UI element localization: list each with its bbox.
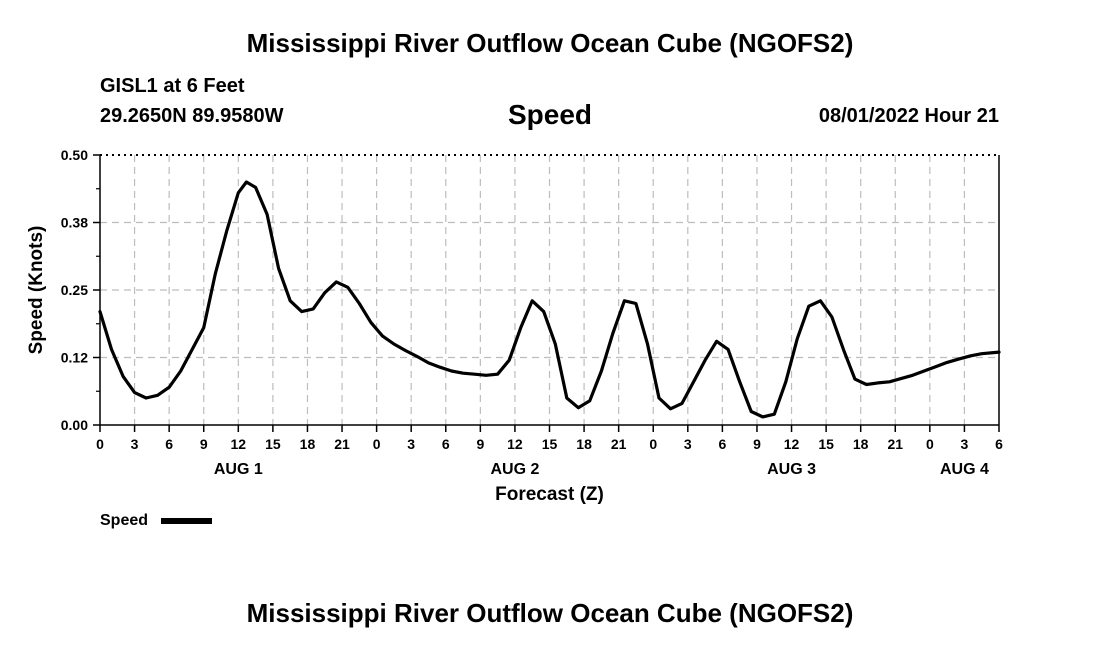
chart-title-top: Mississippi River Outflow Ocean Cube (NG… xyxy=(246,28,854,58)
x-tick-label: 15 xyxy=(818,436,834,452)
x-tick-label: 18 xyxy=(853,436,869,452)
x-tick-label: 0 xyxy=(649,436,657,452)
x-tick-label: 15 xyxy=(265,436,281,452)
x-tick-label: 0 xyxy=(96,436,104,452)
x-tick-label: 6 xyxy=(165,436,173,452)
x-tick-label: 0 xyxy=(373,436,381,452)
x-tick-label: 6 xyxy=(718,436,726,452)
chart-title-bottom: Mississippi River Outflow Ocean Cube (NG… xyxy=(246,598,854,628)
legend-swatch xyxy=(161,518,212,524)
date-label: AUG 4 xyxy=(940,461,989,478)
x-axis-title: Forecast (Z) xyxy=(495,484,604,505)
date-label: AUG 3 xyxy=(767,461,816,478)
y-axis-title: Speed (Knots) xyxy=(26,226,47,355)
x-tick-label: 18 xyxy=(300,436,316,452)
x-tick-label: 21 xyxy=(887,436,903,452)
x-tick-label: 3 xyxy=(131,436,139,452)
x-tick-label: 21 xyxy=(611,436,627,452)
y-tick-label: 0.12 xyxy=(61,350,88,366)
x-tick-label: 9 xyxy=(200,436,208,452)
date-label: AUG 2 xyxy=(490,461,539,478)
x-tick-label: 15 xyxy=(542,436,558,452)
y-tick-label: 0.38 xyxy=(61,215,88,231)
x-tick-label: 12 xyxy=(507,436,523,452)
x-tick-label: 3 xyxy=(407,436,415,452)
x-tick-label: 12 xyxy=(784,436,800,452)
x-tick-label: 3 xyxy=(961,436,969,452)
x-tick-label: 18 xyxy=(576,436,592,452)
station-label: GISL1 at 6 Feet xyxy=(100,75,245,97)
x-tick-label: 6 xyxy=(995,436,1003,452)
x-tick-label: 0 xyxy=(926,436,934,452)
x-tick-label: 12 xyxy=(231,436,247,452)
y-tick-label: 0.25 xyxy=(61,282,88,298)
x-tick-label: 9 xyxy=(476,436,484,452)
y-tick-label: 0.00 xyxy=(61,417,88,433)
speed-series-line xyxy=(98,180,1001,419)
x-tick-label: 6 xyxy=(442,436,450,452)
station-coords: 29.2650N 89.9580W xyxy=(100,105,284,127)
date-label: AUG 1 xyxy=(214,461,263,478)
x-tick-label: 21 xyxy=(334,436,350,452)
legend-label: Speed xyxy=(100,512,148,529)
x-tick-label: 9 xyxy=(753,436,761,452)
chart-subtitle: Speed xyxy=(507,99,593,130)
timestamp-label: 08/01/2022 Hour 21 xyxy=(818,105,999,127)
x-tick-label: 3 xyxy=(684,436,692,452)
y-tick-label: 0.50 xyxy=(61,147,88,163)
